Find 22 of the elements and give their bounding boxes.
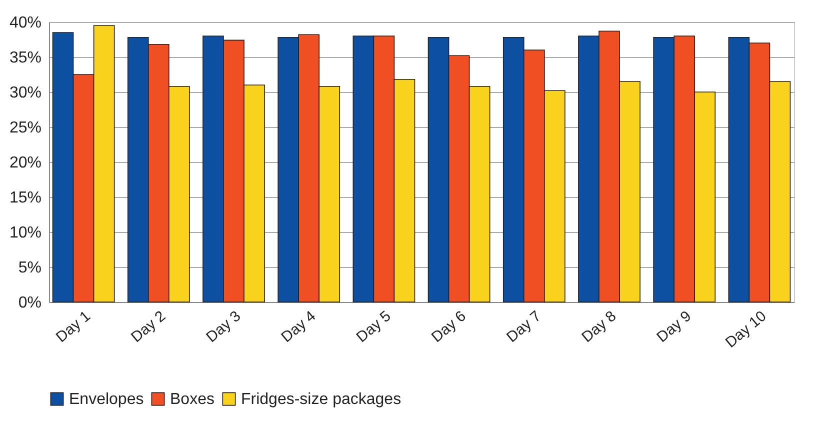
x-tick-label: Day 2 [128, 308, 169, 346]
x-tick-label: Day 4 [278, 308, 320, 346]
legend-label: Boxes [170, 391, 214, 408]
x-tick-label: Day 9 [654, 308, 695, 346]
y-tick-label: 30% [9, 84, 42, 102]
y-tick-label: 35% [9, 50, 42, 66]
y-tick-label: 5% [18, 260, 42, 276]
x-tick-label: Day 8 [578, 308, 620, 346]
legend-label: Envelopes [69, 391, 144, 408]
x-tick-label: Day 3 [203, 308, 244, 346]
y-tick-label: 40% [9, 14, 42, 32]
x-tick-label: Day 7 [503, 308, 544, 346]
y-tick-label: 15% [9, 190, 42, 206]
x-tick-label: Day 6 [428, 308, 470, 346]
x-tick-label: Day 1 [52, 308, 94, 346]
x-tick-label: Day 5 [353, 308, 394, 346]
x-tick-label: Day 10 [722, 308, 770, 352]
y-tick-label: 20% [9, 154, 42, 172]
y-tick-label: 10% [9, 224, 42, 242]
legend-label: Fridges-size packages [241, 391, 402, 408]
y-tick-label: 0% [18, 294, 42, 312]
y-tick-label: 25% [9, 120, 42, 136]
